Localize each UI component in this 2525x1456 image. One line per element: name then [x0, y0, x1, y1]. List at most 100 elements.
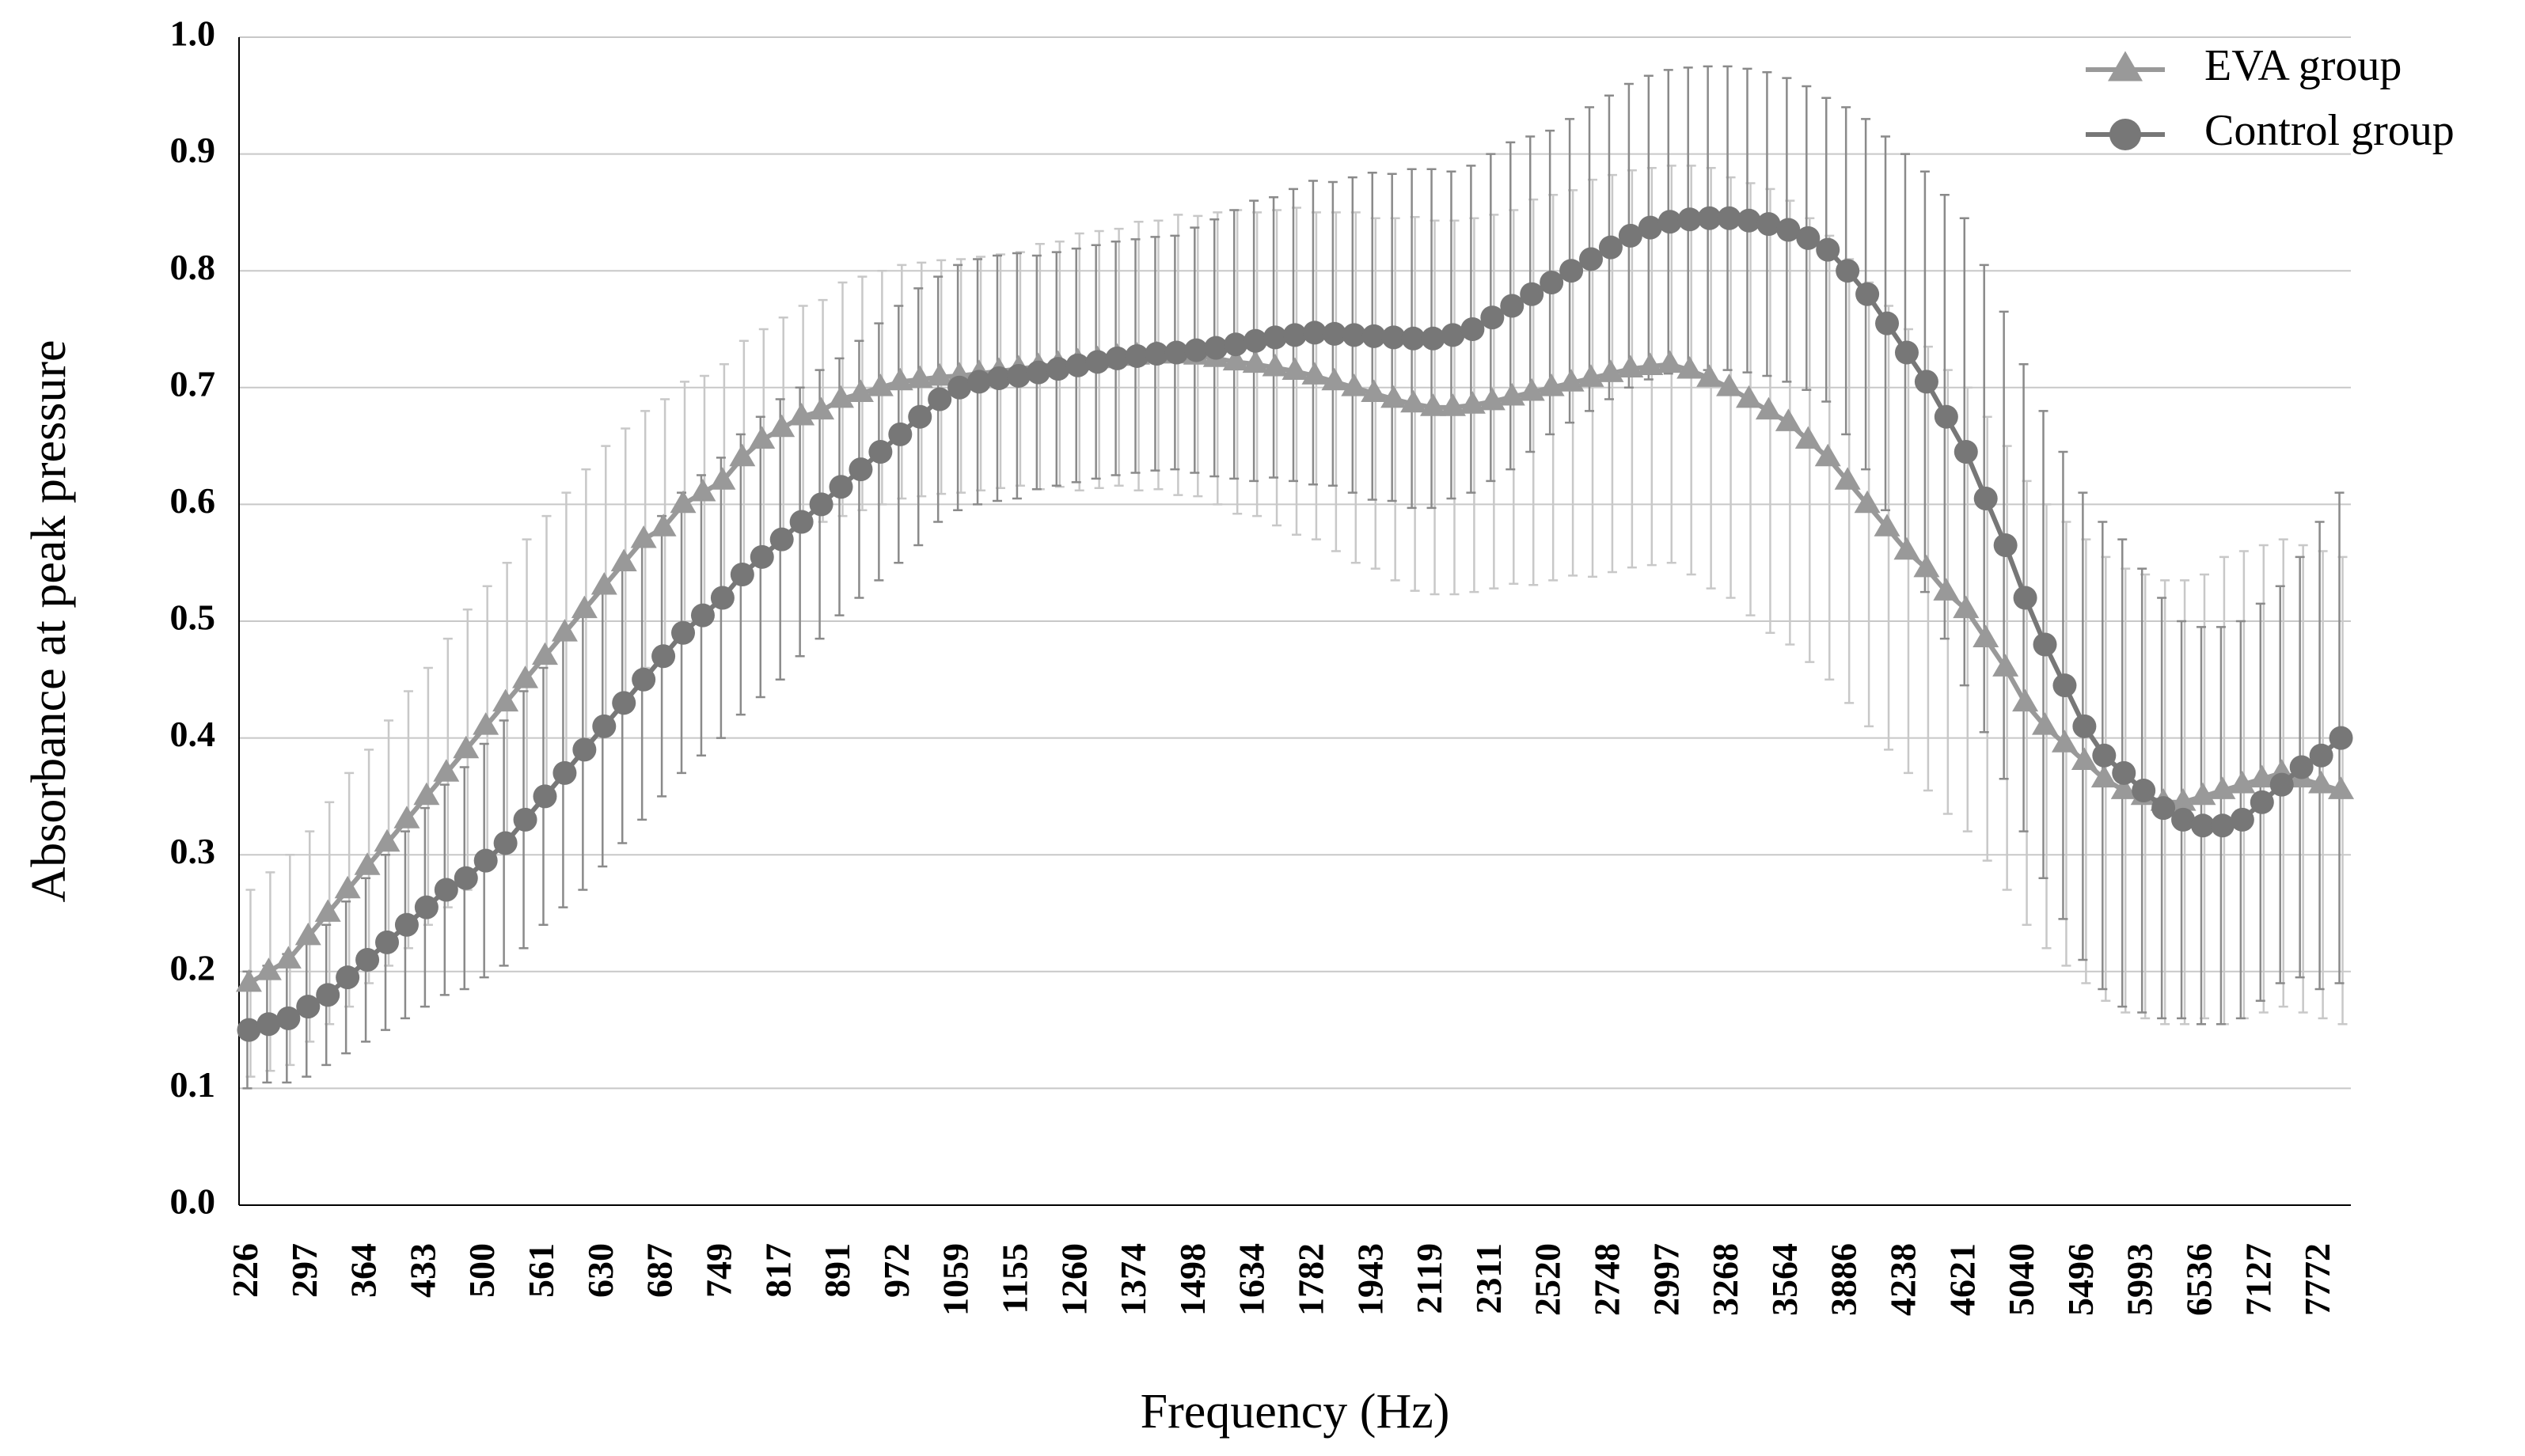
y-tick-label: 0.7 [170, 363, 216, 404]
x-tick-label: 1260 [1054, 1243, 1094, 1316]
marker [926, 362, 953, 386]
x-tick-label: 3564 [1764, 1243, 1805, 1316]
marker [413, 782, 440, 806]
marker [1836, 259, 1860, 283]
marker [1380, 385, 1407, 408]
marker [1401, 326, 1426, 351]
marker [808, 396, 835, 420]
marker [671, 620, 696, 645]
marker [1500, 294, 1524, 318]
marker [453, 735, 480, 759]
marker [1498, 382, 1525, 406]
marker [789, 510, 814, 534]
marker [1361, 379, 1388, 403]
marker [2329, 726, 2353, 750]
marker [334, 875, 361, 899]
marker [2033, 632, 2057, 657]
marker [1954, 439, 1978, 464]
marker [750, 544, 774, 569]
y-tick-label: 0.8 [170, 247, 216, 287]
marker [1026, 360, 1050, 385]
marker [1597, 359, 1624, 382]
marker [908, 404, 932, 429]
marker [571, 595, 598, 619]
x-tick-label: 4621 [1942, 1243, 1982, 1316]
marker [1341, 373, 1368, 396]
legend-marker [2108, 51, 2143, 82]
marker [2190, 813, 2215, 838]
marker [1441, 323, 1465, 347]
y-tick-label: 0.9 [170, 130, 216, 170]
marker [1579, 247, 1604, 271]
marker [1520, 282, 1544, 306]
marker [1222, 347, 1249, 371]
marker [592, 714, 617, 738]
marker [2189, 782, 2216, 806]
x-tick-label: 1059 [936, 1243, 976, 1316]
x-tick-label: 2311 [1468, 1243, 1509, 1314]
y-tick-label: 0.6 [170, 480, 216, 521]
x-tick-label: 7127 [2238, 1243, 2278, 1316]
marker [1638, 215, 1662, 240]
marker [1046, 357, 1070, 381]
marker [1973, 624, 1999, 647]
marker [590, 572, 617, 595]
x-tick-label: 1634 [1232, 1243, 1272, 1316]
marker [730, 562, 754, 586]
marker [729, 443, 756, 467]
marker [1322, 321, 1346, 346]
marker [1618, 223, 1642, 248]
marker [1342, 323, 1366, 347]
marker [967, 370, 992, 394]
marker [1459, 391, 1486, 414]
x-tick-label: 3886 [1824, 1243, 1864, 1316]
marker [1125, 343, 1149, 368]
marker [1953, 595, 1980, 619]
marker [1933, 578, 1960, 601]
x-tick-label: 226 [225, 1243, 265, 1298]
error-bars [242, 65, 2345, 1090]
marker [867, 373, 894, 396]
marker [473, 848, 498, 873]
marker [1381, 325, 1406, 350]
marker [1814, 443, 1841, 467]
x-tick-label: 1943 [1350, 1243, 1390, 1316]
marker [256, 1012, 281, 1037]
marker [1973, 487, 1998, 511]
marker [1224, 332, 1248, 357]
marker [1302, 320, 1327, 345]
marker [906, 365, 933, 389]
marker [1717, 206, 1741, 230]
marker [275, 946, 302, 969]
marker [769, 527, 794, 552]
marker [650, 514, 677, 537]
marker [1794, 426, 1821, 449]
marker [849, 457, 873, 482]
marker [1993, 533, 2018, 558]
marker [2090, 764, 2117, 788]
marker [1540, 270, 1564, 294]
marker [2289, 755, 2314, 779]
marker [1559, 259, 1584, 283]
marker [1538, 373, 1565, 396]
marker [2151, 796, 2176, 821]
marker [2110, 776, 2137, 799]
marker [1439, 393, 1466, 416]
marker [2052, 673, 2077, 698]
marker [2170, 788, 2197, 811]
x-tick-label: 561 [521, 1243, 561, 1298]
marker [689, 478, 716, 502]
marker [1321, 367, 1348, 391]
x-tick-label: 2997 [1646, 1243, 1686, 1316]
marker [1184, 338, 1209, 362]
marker [847, 379, 874, 403]
marker [1737, 208, 1761, 233]
x-tick-label: 4238 [1883, 1243, 1923, 1316]
marker [1854, 490, 1881, 514]
y-tick-label: 0.0 [170, 1181, 216, 1222]
marker [2072, 714, 2097, 738]
marker [887, 367, 913, 391]
marker [610, 548, 637, 572]
marker [513, 807, 537, 832]
